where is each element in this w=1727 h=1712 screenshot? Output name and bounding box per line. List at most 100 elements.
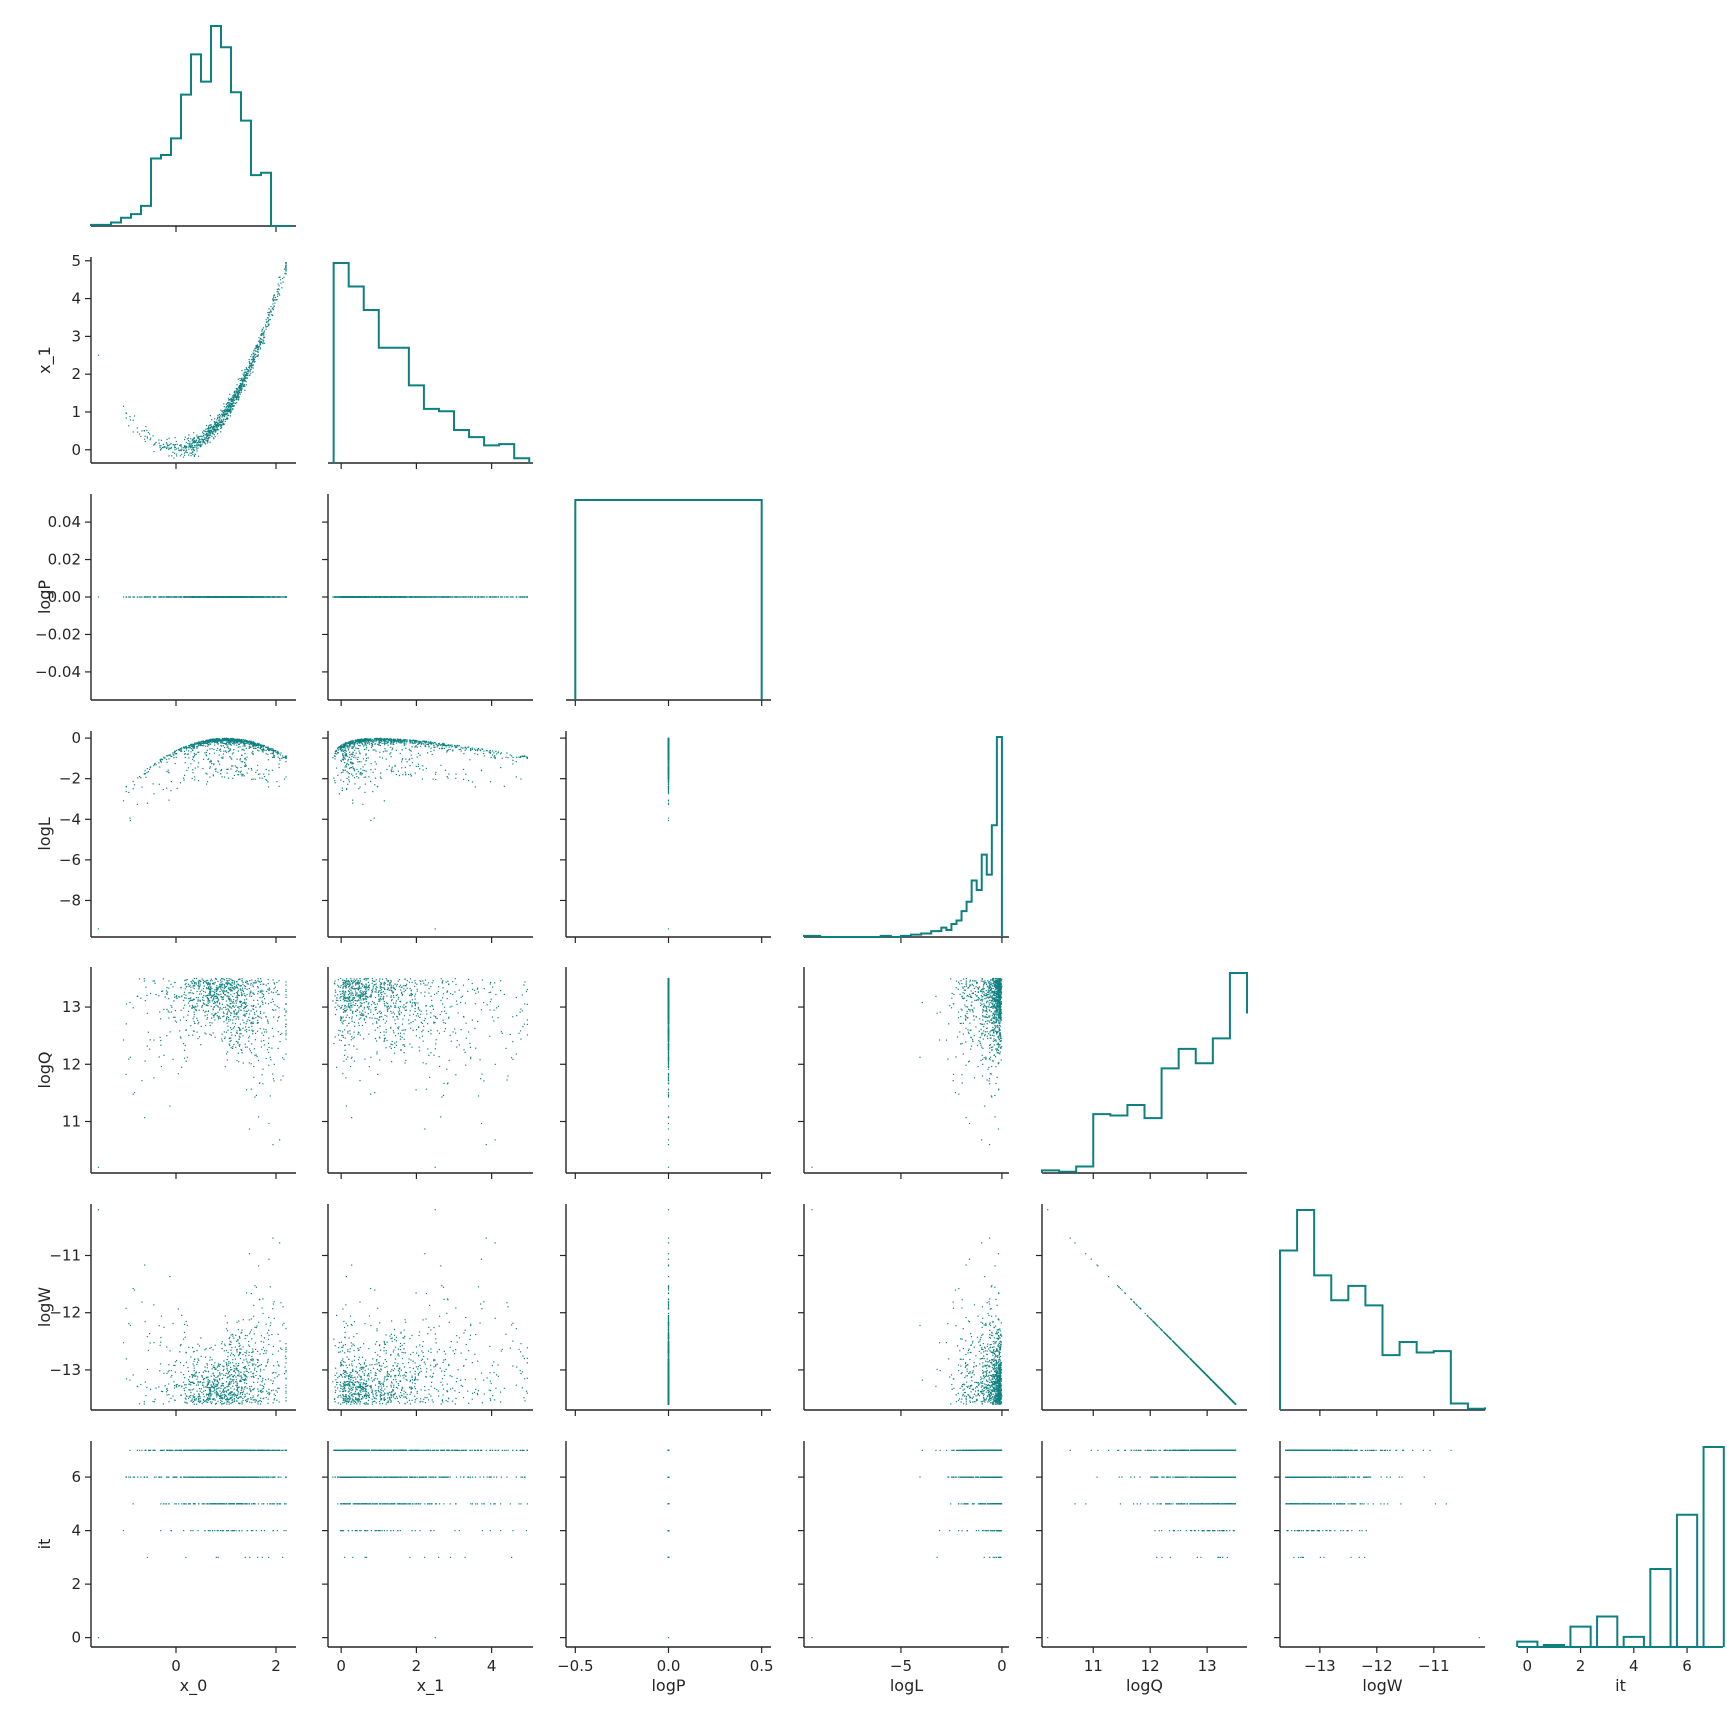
scatter-point — [462, 748, 463, 749]
scatter-point — [265, 329, 266, 330]
scatter-point — [199, 439, 200, 440]
scatter-point — [425, 746, 426, 747]
scatter-point — [163, 789, 164, 790]
scatter-point — [212, 738, 213, 739]
scatter-point — [261, 339, 262, 340]
scatter-point — [215, 427, 216, 428]
scatter-point — [230, 415, 231, 416]
scatter-point — [348, 776, 349, 777]
scatter-point — [376, 764, 377, 765]
scatter-point — [229, 410, 230, 411]
scatter-point — [375, 596, 376, 597]
scatter-point — [219, 418, 220, 419]
scatter-point — [257, 770, 258, 771]
scatter-point — [130, 419, 131, 420]
scatter-point — [230, 411, 231, 412]
scatter-point — [196, 743, 197, 744]
scatter-point — [236, 770, 237, 771]
scatter-point — [420, 746, 421, 747]
scatter-point — [368, 750, 369, 751]
scatter-point — [351, 773, 352, 774]
scatter-point — [380, 742, 381, 743]
scatter-point — [215, 436, 216, 437]
scatter-point — [205, 437, 206, 438]
scatter-point — [244, 380, 245, 381]
y-tick-label: 0.02 — [48, 551, 81, 569]
scatter-point — [126, 786, 127, 787]
scatter-point — [220, 415, 221, 416]
scatter-point — [165, 596, 166, 597]
scatter-point — [251, 362, 252, 363]
scatter-point — [221, 746, 222, 747]
scatter-point — [466, 748, 467, 749]
scatter-point — [444, 748, 445, 749]
scatter-point — [251, 596, 252, 597]
scatter-point — [368, 757, 369, 758]
scatter-point — [221, 776, 222, 777]
scatter-point — [366, 739, 367, 740]
scatter-point — [248, 743, 249, 744]
scatter-point — [227, 740, 228, 741]
scatter-point — [490, 781, 491, 782]
scatter-point — [252, 744, 253, 745]
scatter-point — [365, 754, 366, 755]
scatter-point — [395, 765, 396, 766]
scatter-point — [430, 748, 431, 749]
scatter-point — [263, 341, 264, 342]
scatter-point — [200, 596, 201, 597]
scatter-point — [192, 452, 193, 453]
scatter-point — [516, 596, 517, 597]
scatter-point — [183, 778, 184, 779]
scatter-point — [359, 741, 360, 742]
scatter-point — [175, 447, 176, 448]
scatter-point — [442, 596, 443, 597]
scatter-point — [381, 596, 382, 597]
scatter-point — [267, 754, 268, 755]
scatter-point — [461, 747, 462, 748]
scatter-point — [194, 776, 195, 777]
scatter-point — [188, 767, 189, 768]
scatter-point — [262, 745, 263, 746]
scatter-point — [360, 761, 361, 762]
scatter-point — [379, 596, 380, 597]
scatter-point — [148, 596, 149, 597]
scatter-point — [417, 747, 418, 748]
scatter-point — [377, 744, 378, 745]
scatter-point — [332, 757, 333, 758]
scatter-point — [241, 761, 242, 762]
scatter-point — [443, 596, 444, 597]
scatter-point — [192, 772, 193, 773]
scatter-point — [226, 752, 227, 753]
scatter-point — [149, 596, 150, 597]
scatter-point — [199, 596, 200, 597]
y-tick-label: 1 — [71, 403, 81, 421]
scatter-point — [345, 749, 346, 750]
scatter-point — [216, 419, 217, 420]
scatter-point — [410, 596, 411, 597]
scatter-point — [439, 748, 440, 749]
scatter-point — [187, 747, 188, 748]
scatter-point — [215, 430, 216, 431]
scatter-point — [369, 596, 370, 597]
scatter-point — [235, 403, 236, 404]
scatter-point — [454, 596, 455, 597]
scatter-point — [187, 596, 188, 597]
scatter-point — [483, 750, 484, 751]
scatter-point — [220, 425, 221, 426]
scatter-point — [349, 754, 350, 755]
scatter-point — [160, 761, 161, 762]
scatter-point — [161, 759, 162, 760]
scatter-point — [175, 444, 176, 445]
scatter-point — [460, 749, 461, 750]
scatter-point — [272, 753, 273, 754]
scatter-point — [206, 740, 207, 741]
scatter-point — [423, 740, 424, 741]
scatter-point — [455, 774, 456, 775]
scatter-point — [278, 283, 279, 284]
scatter-point — [359, 743, 360, 744]
scatter-point — [222, 756, 223, 757]
scatter-point — [209, 741, 210, 742]
scatter-point — [258, 750, 259, 751]
scatter-point — [221, 424, 222, 425]
scatter-point — [205, 429, 206, 430]
